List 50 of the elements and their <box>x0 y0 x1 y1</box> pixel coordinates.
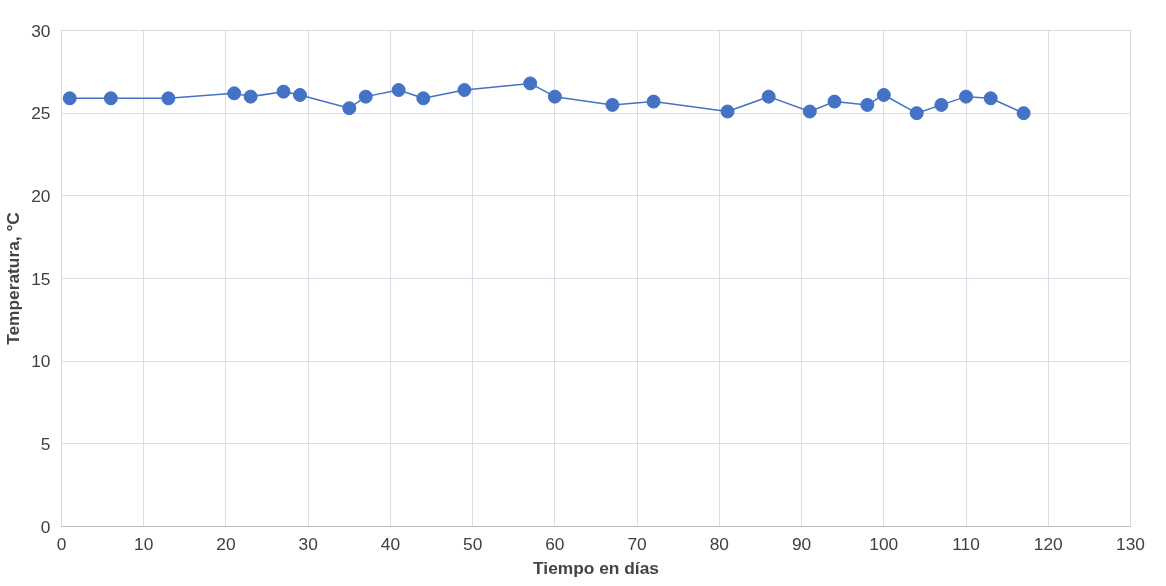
x-axis-title: Tiempo en días <box>533 557 659 578</box>
x-tick-label: 50 <box>463 533 483 554</box>
point <box>457 83 472 98</box>
x-tick-label: 130 <box>1116 533 1145 554</box>
point <box>391 83 406 98</box>
x-tick-label: 90 <box>791 533 812 554</box>
point <box>62 91 77 106</box>
point <box>161 91 176 106</box>
y-tick-label: 15 <box>31 268 51 289</box>
point <box>909 106 924 121</box>
point <box>523 76 538 91</box>
point <box>1016 106 1031 121</box>
point <box>292 87 307 102</box>
y-tick-label: 30 <box>31 20 51 41</box>
x-tick-label: 60 <box>545 533 565 554</box>
x-tick-label: 10 <box>134 533 154 554</box>
point <box>827 94 842 109</box>
x-tick-label: 110 <box>952 533 980 554</box>
point <box>876 87 891 102</box>
x-tick-label: 80 <box>709 533 729 554</box>
y-tick-label: 10 <box>31 351 51 372</box>
x-tick-label: 20 <box>216 533 236 554</box>
point <box>934 97 949 112</box>
y-tick-label: 5 <box>40 433 51 454</box>
point <box>416 91 431 106</box>
point <box>605 97 620 112</box>
point <box>243 89 258 104</box>
x-tick-label: 40 <box>380 533 401 554</box>
point <box>547 89 562 104</box>
point <box>358 89 373 104</box>
point <box>761 89 776 104</box>
y-tick-label: 0 <box>40 516 51 537</box>
point <box>802 104 817 119</box>
point <box>103 91 118 106</box>
x-tick-label: 70 <box>627 533 647 554</box>
point <box>860 97 875 112</box>
y-tick-label: 25 <box>31 103 51 124</box>
x-tick-label: 120 <box>1033 533 1063 554</box>
x-tick-label: 100 <box>869 533 899 554</box>
point <box>646 94 661 109</box>
y-tick-label: 20 <box>31 185 51 206</box>
y-axis-title: Temperatura, °C <box>3 211 24 345</box>
point <box>227 86 242 101</box>
point <box>276 84 291 99</box>
point <box>983 91 998 106</box>
point <box>959 89 974 104</box>
x-tick-label: 0 <box>56 533 67 554</box>
point <box>342 101 357 116</box>
x-tick-label: 30 <box>298 533 318 554</box>
point <box>720 104 735 119</box>
